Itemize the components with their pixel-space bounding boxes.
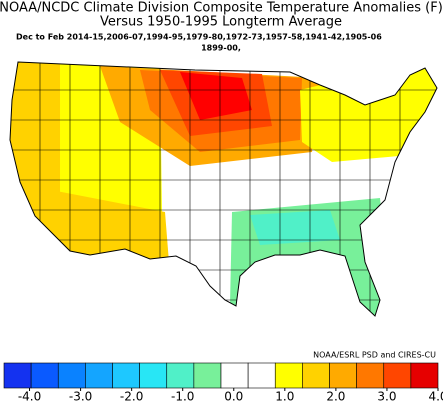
us-outline (9, 61, 438, 317)
tick-label: -4.0 (18, 390, 41, 403)
colorbar-cell (356, 362, 385, 389)
tick-label: 1.0 (275, 390, 294, 403)
period: Dec to Feb 2014-15,2006-07,1994-95,1979-… (16, 33, 382, 42)
tick-label: 2.0 (326, 390, 345, 403)
colorbar-cell (302, 362, 330, 389)
tick-label: 0.0 (224, 390, 243, 403)
colorbar-cell (30, 362, 59, 389)
colorbar-cell (139, 362, 168, 389)
colorbar-cell (220, 362, 249, 389)
tick-label: 4.0 (428, 390, 443, 403)
colorbar-cell (193, 362, 222, 389)
colorbar-cell (3, 362, 32, 389)
colorbar-cell (166, 362, 195, 389)
colorbar-cell (274, 362, 303, 389)
subtitle: Versus 1950-1995 Longterm Average (100, 15, 342, 30)
colorbar-cell (85, 362, 113, 389)
colorbar: -4.0 -3.0 -2.0 -1.0 0.0 1.0 2.0 3.0 4.0 (3, 362, 443, 403)
colorbar-cell (383, 362, 412, 389)
credit: NOAA/ESRL PSD and CIRES-CU (313, 351, 436, 360)
colorbar-cell (112, 362, 140, 389)
tick-label: 3.0 (377, 390, 396, 403)
colorbar-cell (247, 362, 276, 389)
period-cont: 1899-00, (201, 44, 241, 53)
title: NOAA/NCDC Climate Division Composite Tem… (0, 1, 443, 16)
colorbar-cell (329, 362, 357, 389)
colorbar-cell (57, 362, 86, 389)
tick-label: -3.0 (69, 390, 92, 403)
colorbar-cell (410, 362, 439, 389)
tick-label: -2.0 (120, 390, 143, 403)
tick-label: -1.0 (171, 390, 194, 403)
